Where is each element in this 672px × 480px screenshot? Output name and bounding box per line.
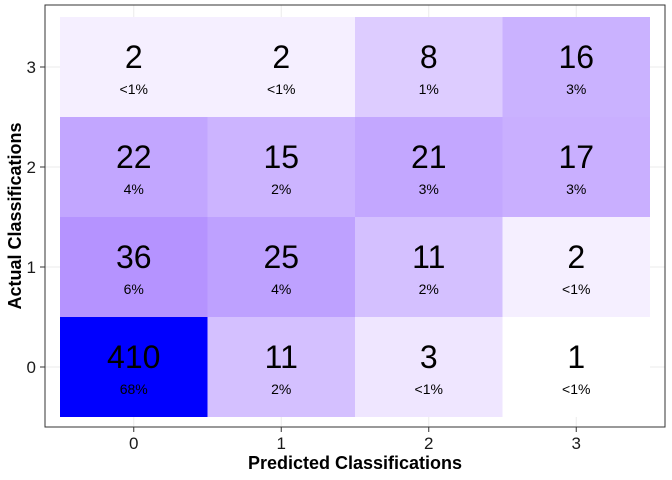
x-tick-label: 2 xyxy=(424,434,433,453)
cell-percent-label: <1% xyxy=(267,81,295,97)
heatmap-cell-pred1-actual0 xyxy=(207,317,355,417)
cell-percent-label: 6% xyxy=(124,281,144,297)
heatmap-cell-pred3-actual3 xyxy=(502,17,650,117)
cell-percent-label: <1% xyxy=(562,381,590,397)
heatmap-cell-pred2-actual3 xyxy=(355,17,503,117)
plot-panel-border xyxy=(44,4,666,428)
cell-count-label: 17 xyxy=(558,139,594,175)
heatmap-cell-pred2-actual0 xyxy=(355,317,503,417)
y-tick-label: 2 xyxy=(27,158,36,177)
heatmap-cell-pred1-actual1 xyxy=(207,217,355,317)
y-tick-label: 1 xyxy=(27,258,36,277)
cell-count-label: 8 xyxy=(420,39,438,75)
cell-percent-label: 1% xyxy=(419,81,439,97)
heatmap-cells xyxy=(60,17,650,417)
heatmap-cell-pred0-actual3 xyxy=(60,17,208,117)
cell-count-label: 22 xyxy=(116,139,152,175)
y-tick-label: 3 xyxy=(27,58,36,77)
cell-percent-label: 2% xyxy=(271,181,291,197)
cell-count-label: 15 xyxy=(263,139,299,175)
x-axis-ticks: 0 1 2 3 xyxy=(129,427,581,453)
cell-count-label: 11 xyxy=(265,339,298,375)
cell-percent-label: <1% xyxy=(562,281,590,297)
heatmap-cell-pred0-actual1 xyxy=(60,217,208,317)
cell-count-label: 2 xyxy=(272,39,290,75)
heatmap-cell-pred1-actual2 xyxy=(207,117,355,217)
y-axis-ticks: 0 1 2 3 xyxy=(27,58,45,377)
x-tick-label: 0 xyxy=(129,434,138,453)
y-tick-label: 0 xyxy=(27,358,36,377)
cell-count-label: 25 xyxy=(263,239,299,275)
cell-percent-label: <1% xyxy=(120,81,148,97)
cell-percent-label: 4% xyxy=(124,181,144,197)
cell-count-label: 11 xyxy=(412,239,445,275)
cell-labels: 41068%112%3<1%1<1%366%254%112%2<1%224%15… xyxy=(107,39,594,397)
y-axis-title: Actual Classifications xyxy=(5,122,25,309)
cell-count-label: 36 xyxy=(116,239,152,275)
x-tick-label: 1 xyxy=(277,434,286,453)
cell-percent-label: 2% xyxy=(271,381,291,397)
cell-count-label: 16 xyxy=(558,39,594,75)
heatmap-cell-pred3-actual2 xyxy=(502,117,650,217)
cell-count-label: 3 xyxy=(420,339,438,375)
cell-percent-label: 3% xyxy=(566,181,586,197)
heatmap-cell-pred3-actual0 xyxy=(502,317,650,417)
heatmap-cell-pred0-actual0 xyxy=(60,317,208,417)
cell-percent-label: 3% xyxy=(566,81,586,97)
heatmap-cell-pred0-actual2 xyxy=(60,117,208,217)
cell-percent-label: <1% xyxy=(415,381,443,397)
cell-count-label: 21 xyxy=(411,139,447,175)
cell-count-label: 1 xyxy=(567,339,585,375)
cell-percent-label: 3% xyxy=(419,181,439,197)
heatmap-cell-pred2-actual2 xyxy=(355,117,503,217)
cell-percent-label: 2% xyxy=(419,281,439,297)
cell-count-label: 410 xyxy=(107,339,160,375)
heatmap-cell-pred2-actual1 xyxy=(355,217,503,317)
x-axis-title: Predicted Classifications xyxy=(248,453,462,473)
cell-count-label: 2 xyxy=(125,39,143,75)
heatmap-cell-pred3-actual1 xyxy=(502,217,650,317)
cell-count-label: 2 xyxy=(567,239,585,275)
x-tick-label: 3 xyxy=(572,434,581,453)
cell-percent-label: 4% xyxy=(271,281,291,297)
cell-percent-label: 68% xyxy=(120,381,148,397)
heatmap-cell-pred1-actual3 xyxy=(207,17,355,117)
